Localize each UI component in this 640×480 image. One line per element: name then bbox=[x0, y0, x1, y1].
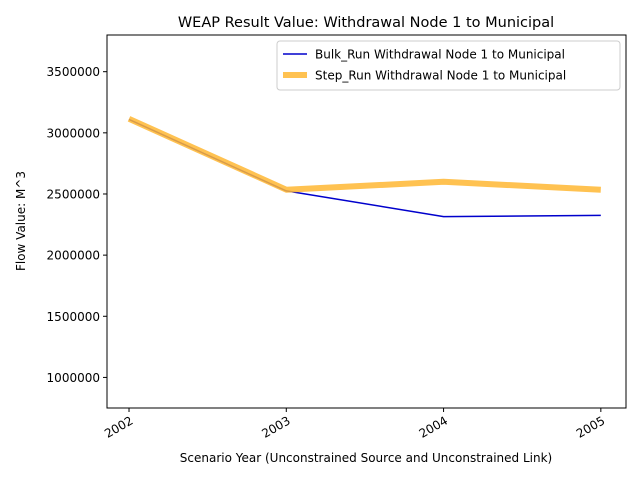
legend-label-1: Bulk_Run Withdrawal Node 1 to Municipal bbox=[315, 48, 565, 62]
series-line-2 bbox=[127, 116, 601, 193]
y-tick-label: 2500000 bbox=[47, 187, 100, 201]
y-tick-label: 3000000 bbox=[47, 126, 100, 140]
x-tick-label: 2003 bbox=[259, 413, 292, 440]
legend: Bulk_Run Withdrawal Node 1 to Municipal S… bbox=[276, 40, 621, 91]
x-tick-label: 2002 bbox=[102, 413, 135, 440]
axes: 2002 2003 2004 2005 1000000 1500000 2000000 250… bbox=[47, 34, 627, 441]
legend-box bbox=[276, 40, 621, 91]
x-axis-label: Scenario Year (Unconstrained Source and … bbox=[180, 451, 552, 465]
y-axis-label: Flow Value: M^3 bbox=[14, 171, 28, 271]
chart-title: WEAP Result Value: Withdrawal Node 1 to … bbox=[178, 15, 554, 31]
y-tick-label: 3500000 bbox=[47, 65, 100, 79]
series-line-1 bbox=[128, 118, 601, 218]
legend-label-2: Step_Run Withdrawal Node 1 to Municipal bbox=[315, 69, 566, 83]
y-tick-label: 1000000 bbox=[47, 371, 100, 385]
y-tick-label: 2000000 bbox=[47, 249, 100, 263]
plot-area bbox=[127, 116, 601, 218]
y-tick-label: 1500000 bbox=[47, 310, 100, 324]
x-tick-label: 2004 bbox=[417, 413, 450, 440]
x-tick-label: 2005 bbox=[574, 413, 607, 440]
axes-frame bbox=[106, 34, 627, 409]
